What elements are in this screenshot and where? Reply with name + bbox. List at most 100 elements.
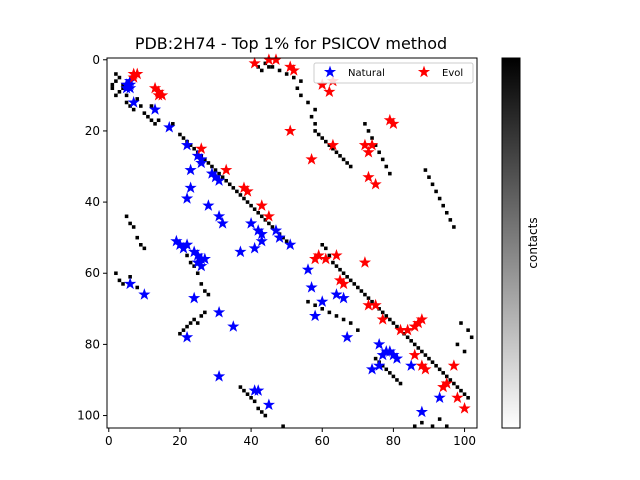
point-natural xyxy=(305,281,318,293)
point-natural xyxy=(138,288,151,300)
contact-cell xyxy=(249,395,253,400)
point-evol xyxy=(323,85,336,97)
contact-cell xyxy=(171,122,175,126)
contact-cell xyxy=(117,278,122,283)
point-evol xyxy=(220,163,233,176)
contact-cell xyxy=(395,324,399,329)
contact-cell xyxy=(192,146,196,151)
point-natural xyxy=(127,96,140,108)
y-tick-label: 100 xyxy=(77,409,100,423)
contact-cell xyxy=(306,299,310,304)
point-natural xyxy=(390,352,404,364)
contact-cell xyxy=(444,374,449,379)
contact-cell xyxy=(245,200,250,204)
legend-entry-natural[interactable] xyxy=(323,65,337,78)
point-natural xyxy=(198,252,211,265)
contact-cell xyxy=(185,253,189,258)
point-evol xyxy=(408,348,421,361)
contact-cell xyxy=(149,104,154,108)
legend-box xyxy=(313,62,474,84)
contact-cell xyxy=(270,225,275,229)
point-natural xyxy=(180,138,194,151)
point-natural xyxy=(212,174,226,186)
contact-cell xyxy=(203,310,207,315)
contact-cell xyxy=(121,282,125,286)
contact-cell xyxy=(466,328,470,332)
legend[interactable]: Natural Evol xyxy=(313,62,474,84)
point-natural xyxy=(273,231,286,243)
contact-cell xyxy=(338,267,342,272)
contact-cell xyxy=(277,68,282,73)
contact-cell xyxy=(227,182,232,187)
contact-cell xyxy=(341,157,346,162)
point-natural xyxy=(301,263,315,275)
point-natural xyxy=(373,337,386,350)
contact-cell xyxy=(256,65,260,69)
contact-cell xyxy=(306,100,310,105)
contact-cell xyxy=(121,82,125,87)
point-natural xyxy=(163,120,176,133)
contact-cell xyxy=(380,310,385,315)
contact-cell xyxy=(352,282,357,286)
contact-cell xyxy=(370,299,374,304)
contact-cell xyxy=(324,139,328,144)
point-evol xyxy=(369,298,382,311)
point-natural xyxy=(184,181,197,194)
series-natural xyxy=(120,74,446,418)
contact-cell xyxy=(395,378,399,382)
contact-cell xyxy=(192,264,196,268)
point-natural xyxy=(252,384,265,396)
chart-title: PDB:2H74 - Top 1% for PSICOV method xyxy=(135,34,447,53)
contact-cell xyxy=(391,321,396,325)
contact-cell xyxy=(281,424,285,428)
contact-cell xyxy=(370,136,374,140)
contact-cell xyxy=(238,193,243,197)
point-evol xyxy=(376,313,389,325)
contact-cell xyxy=(178,331,182,336)
contact-cell xyxy=(380,157,385,162)
contact-cell xyxy=(466,395,470,400)
contact-cell xyxy=(259,410,264,414)
point-natural xyxy=(195,156,208,169)
contact-cell xyxy=(356,285,360,290)
legend-marker-natural xyxy=(323,65,337,78)
point-evol xyxy=(131,67,144,80)
contact-cell xyxy=(334,150,339,155)
legend-entry-evol[interactable] xyxy=(417,65,431,78)
point-natural xyxy=(244,217,258,229)
legend-marker-evol xyxy=(417,65,431,78)
contact-cell xyxy=(139,243,143,247)
contact-cell xyxy=(135,97,140,101)
contact-cell xyxy=(416,346,421,350)
contact-cell xyxy=(281,235,285,240)
point-natural xyxy=(124,81,137,94)
contact-cell xyxy=(437,367,442,372)
contact-cell xyxy=(341,271,346,276)
contact-cell xyxy=(377,150,381,155)
x-axis: 0 20 40 60 80 100 xyxy=(105,428,476,448)
contact-cell xyxy=(444,424,449,428)
contact-cell xyxy=(117,90,122,94)
contact-cell xyxy=(452,225,456,229)
point-natural xyxy=(284,238,297,250)
y-tick-label: 20 xyxy=(85,124,100,138)
contact-cell xyxy=(284,239,289,243)
point-evol xyxy=(262,209,275,222)
point-evol xyxy=(326,138,340,151)
point-evol xyxy=(312,249,325,261)
point-evol xyxy=(358,256,372,268)
contact-cell xyxy=(373,356,378,361)
contact-cell xyxy=(334,314,339,318)
contact-cell xyxy=(124,93,129,98)
contact-cell xyxy=(377,307,381,311)
contact-cell xyxy=(124,100,129,105)
point-natural xyxy=(405,359,418,371)
contact-cell xyxy=(238,385,243,389)
point-natural xyxy=(365,362,379,375)
colorbar-label: contacts xyxy=(526,217,540,268)
contact-cell xyxy=(366,296,371,300)
point-natural xyxy=(212,305,226,318)
point-evol xyxy=(241,184,254,197)
contact-cell xyxy=(420,420,424,425)
contact-cell xyxy=(462,392,467,396)
